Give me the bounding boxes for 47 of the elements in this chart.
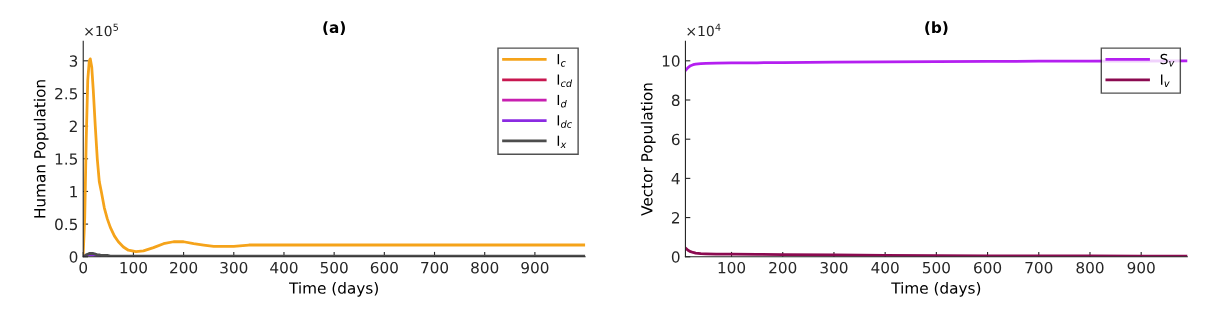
x-tick-label: 400 [270,261,298,274]
chart-title: (a) [323,21,345,35]
x-tick-label: 700 [421,261,449,274]
legend-label: S$_{v}$ [1160,53,1175,67]
x-axis-title: Time (days) [891,281,981,297]
x-axis-title: Time (days) [289,281,378,297]
legend-label: I$_{c}$ [557,54,566,67]
x-tick-label: 200 [769,261,797,274]
x-tick-label: 800 [471,261,499,274]
x-tick-label: 400 [871,261,899,274]
x-tick-label: 900 [1127,261,1155,274]
y-tick-label: 2.5 [55,87,78,100]
x-tick-label: 100 [718,261,746,274]
text: ×10$^{5}$ [85,23,119,37]
legend-label: I$_{d}$ [557,94,567,108]
x-tick-label: 300 [220,261,248,274]
x-tick-label: 200 [170,261,198,274]
y-tick-label: 4 [671,173,680,185]
x-tick-label: 500 [922,261,950,274]
x-tick-label: 600 [370,261,398,274]
y-tick-label: 8 [671,94,680,107]
x-tick-label: 700 [1025,261,1053,274]
y-tick-label: 0.5 [55,218,78,231]
y-tick-label: 0 [671,251,680,263]
y-axis-title: Vector Population [640,83,656,216]
y-tick-label: 2 [69,120,77,132]
y-tick-label: 0 [69,251,78,263]
x-tick-label: 600 [974,261,1002,274]
x-tick-label: 0 [79,261,88,274]
y-tick-label: 1 [70,186,77,198]
y-tick-label: 10 [662,55,680,67]
y-tick-label: 2 [671,212,680,224]
x-tick-label: 100 [120,261,147,274]
y-axis-title: Human Population [33,80,49,218]
text: ×10$^{4}$ [687,23,721,37]
x-tick-label: 500 [320,261,348,274]
y-tick-label: 1.5 [55,153,78,165]
legend-label: I$_{cd}$ [557,74,573,88]
legend-label: I$_{v}$ [1161,74,1170,87]
legend-label: I$_{dc}$ [557,115,572,128]
chart-title: (b) [925,21,948,35]
y-tick-label: 3 [69,55,78,67]
x-tick-label: 800 [1076,261,1104,274]
y-tick-label: 6 [671,133,680,146]
x-tick-label: 900 [521,261,549,274]
legend-label: I$_{x}$ [557,135,567,149]
x-tick-label: 300 [820,261,848,274]
